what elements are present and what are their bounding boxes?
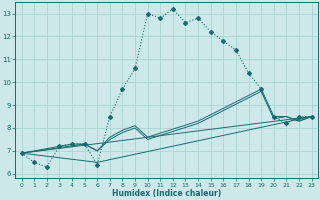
X-axis label: Humidex (Indice chaleur): Humidex (Indice chaleur) xyxy=(112,189,221,198)
